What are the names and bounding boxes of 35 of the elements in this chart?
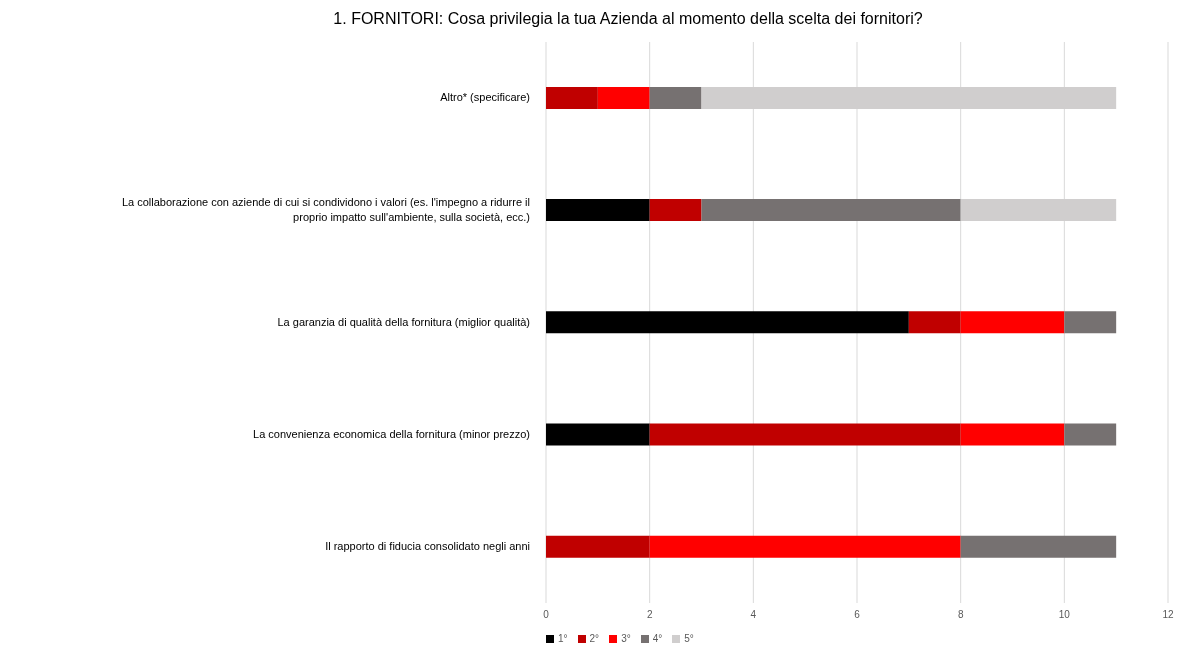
bar	[908, 311, 961, 334]
bar	[649, 86, 702, 109]
legend-label: 1°	[558, 633, 568, 644]
x-tick-label: 6	[854, 609, 861, 621]
legend-label: 2°	[589, 633, 600, 644]
y-tick-label: La collaborazione con aziende di cui si condividono i valori (es. l'impegno a ridurre il proprio impatto sull'ambiente, sulla società, ecc.)	[121, 195, 530, 223]
bar	[649, 535, 961, 558]
bar	[649, 423, 961, 446]
bar	[546, 311, 909, 334]
bar	[1064, 311, 1117, 334]
x-tick-label: 2	[646, 609, 653, 621]
bar	[1064, 423, 1117, 446]
bar	[546, 423, 650, 446]
bar	[597, 86, 650, 109]
legend-label: 5°	[684, 633, 694, 644]
y-tick-label: Il rapporto di fiducia consolidato negli anni	[325, 539, 530, 552]
chart-title: 1. FORNITORI: Cosa privilegia la tua Azienda al momento della scelta dei fornitori?	[332, 10, 924, 28]
x-tick-label: 4	[750, 609, 757, 621]
bar	[960, 535, 1117, 558]
x-tick-label: 0	[543, 609, 550, 621]
bar	[701, 199, 961, 222]
y-tick-label: La convenienza economica della fornitura (minor prezzo)	[253, 427, 530, 440]
bar	[960, 311, 1065, 334]
bar	[546, 86, 598, 109]
y-tick-label: Altro* (specificare)	[440, 91, 530, 104]
bar	[546, 535, 650, 558]
x-tick-label: 8	[957, 609, 964, 621]
legend-label: 4°	[652, 633, 663, 644]
legend-label: 3°	[621, 633, 631, 644]
x-tick-label: 12	[1162, 609, 1174, 621]
y-tick-label: La garanzia di qualità della fornitura (miglior qualità)	[277, 315, 530, 328]
bar	[649, 199, 702, 222]
bar	[960, 423, 1065, 446]
x-tick-label: 10	[1058, 609, 1071, 621]
bar	[546, 199, 650, 222]
